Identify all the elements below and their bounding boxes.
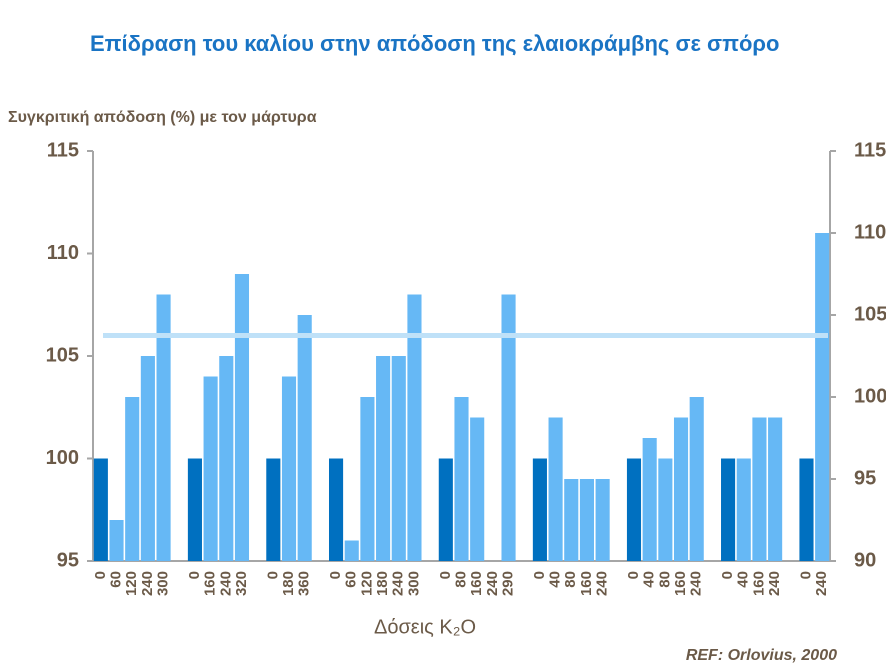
y2-tick-label: 95 [854,467,876,489]
x-tick-label: 160 [202,571,219,596]
bar [799,458,814,561]
bar [140,356,155,561]
bar [234,274,250,561]
bar [376,356,391,561]
x-tick-label: 240 [813,571,830,596]
x-tick-label: 40 [735,571,752,588]
x-tick-label: 80 [656,571,673,588]
x-tick-label: 240 [484,571,501,596]
bar [281,376,297,561]
x-axis-label: Δόσεις K₂O [374,616,476,638]
x-tick-label: 290 [500,571,517,596]
x-tick-label: 180 [374,571,391,596]
bar [532,458,547,561]
x-tick-label: 240 [390,571,407,596]
x-tick-label: 0 [437,571,454,579]
bar [626,458,642,561]
bar [125,397,140,561]
x-tick-label: 0 [797,571,814,579]
bar [297,315,312,561]
bar [658,458,673,561]
bar [266,458,281,561]
y-tick-label: 115 [47,139,79,161]
bar [438,458,453,561]
bar [721,458,736,561]
bar [642,438,657,561]
bar [454,397,469,561]
bar [673,417,689,561]
bar [93,458,108,561]
x-tick-label: 60 [343,571,360,588]
bar [564,479,579,561]
x-tick-label: 300 [405,571,422,596]
bar [156,294,171,561]
bar [407,294,422,561]
x-tick-label: 0 [719,571,736,579]
x-tick-label: 240 [688,571,705,596]
x-tick-label: 240 [217,571,234,596]
x-tick-label: 180 [280,571,297,596]
bar [219,356,234,561]
title-box: Επίδραση του καλίου στην απόδοση της ελα… [90,31,780,56]
y2-tick-label: 110 [854,221,886,243]
y-axis-label: Συγκριτική απόδοση (%) με τον μάρτυρα [8,109,317,126]
x-tick-label: 120 [358,571,375,596]
bar [501,294,516,561]
chart-title: Επίδραση του καλίου στην απόδοση της ελα… [90,31,780,56]
bar [736,458,751,561]
y2-tick-label: 100 [854,385,886,407]
x-tick-label: 80 [452,571,469,588]
x-tick-label: 240 [766,571,783,596]
source-note: REF: Orlovius, 2000 [686,647,837,664]
y2-tick-label: 115 [854,139,886,161]
bar [187,458,202,561]
x-tick-label: 0 [625,571,642,579]
x-tick-label: 160 [578,571,595,596]
bar [768,417,783,561]
x-tick-label: 0 [92,571,109,579]
bar [344,540,359,561]
x-tick-label: 0 [186,571,203,579]
x-tick-label: 120 [123,571,140,596]
y2-tick-label: 90 [854,549,876,571]
bar [752,417,767,561]
x-tick-label: 240 [139,571,156,596]
bar [470,417,485,561]
x-tick-label: 160 [750,571,767,596]
y-tick-label: 95 [57,549,79,571]
x-tick-label: 320 [233,571,250,596]
bar [548,417,563,561]
y-tick-label: 110 [47,242,79,264]
x-tick-label: 0 [327,571,344,579]
x-tick-label: 0 [531,571,548,579]
y-tick-label: 100 [46,447,79,469]
x-tick-label: 0 [264,571,281,579]
x-tick-label: 360 [296,571,313,596]
bar [360,397,375,561]
x-tick-label: 160 [672,571,689,596]
bar [815,233,830,561]
y2-tick-label: 105 [854,303,886,325]
bar [579,479,595,561]
bar [203,376,218,561]
bar [391,356,406,561]
x-tick-label: 80 [562,571,579,588]
x-tick-label: 240 [594,571,611,596]
x-tick-label: 160 [468,571,485,596]
x-tick-label: 60 [107,571,124,588]
x-tick-label: 40 [547,571,564,588]
bar [328,458,344,561]
bar [109,520,124,561]
bar [595,479,610,561]
x-tick-label: 40 [641,571,658,588]
y-tick-label: 105 [46,344,79,366]
bar [689,397,704,561]
x-tick-label: 300 [155,571,172,596]
